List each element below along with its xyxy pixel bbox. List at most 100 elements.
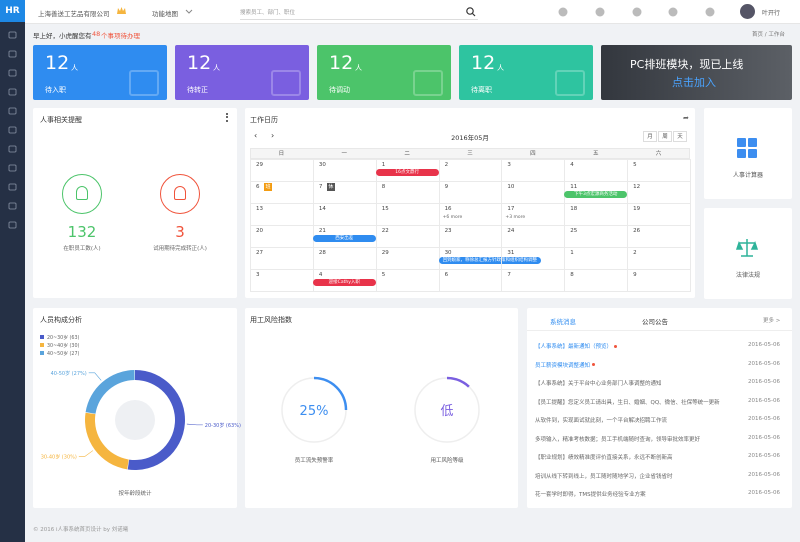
reminder-glyph bbox=[174, 186, 186, 200]
next-button[interactable]: › bbox=[271, 131, 275, 140]
gauge-arc bbox=[446, 376, 470, 388]
prev-button[interactable]: ‹ bbox=[254, 131, 258, 140]
message-title[interactable]: 员工薪资模块调整通知 bbox=[535, 362, 591, 369]
message-tab[interactable]: 公司公告 bbox=[642, 318, 668, 326]
sidebar bbox=[0, 0, 25, 542]
message-date: 2016-05-06 bbox=[748, 490, 780, 496]
greeting-count[interactable]: 48 bbox=[92, 30, 101, 38]
day-number: 3 bbox=[507, 162, 511, 168]
banner-action[interactable]: 点击加入 bbox=[672, 76, 716, 89]
day-number: 26 bbox=[633, 228, 641, 234]
stat-card[interactable] bbox=[33, 45, 167, 100]
view-button[interactable]: 周 bbox=[658, 131, 672, 142]
message-tab[interactable]: 系统消息 bbox=[543, 316, 583, 331]
calendar-event[interactable]: 回到娘家，称徐总汇报方针政策和组织结构调整 bbox=[438, 257, 542, 264]
tab-divider bbox=[527, 330, 792, 331]
day-cell[interactable] bbox=[627, 269, 691, 292]
reminder-label: 在职员工数(人) bbox=[63, 246, 101, 252]
nav-icon bbox=[8, 107, 17, 115]
calendar-month: 2016年05月 bbox=[451, 134, 489, 142]
nav-icon bbox=[8, 221, 17, 229]
logo[interactable]: HR bbox=[0, 0, 25, 22]
toolbar-icon bbox=[705, 7, 715, 17]
nav-icon bbox=[8, 88, 17, 96]
reminder-value[interactable]: 132 bbox=[67, 223, 97, 241]
reminder-icon[interactable] bbox=[62, 174, 102, 214]
weekday: 三 bbox=[467, 151, 473, 157]
message-title[interactable]: 花一套学时即得，TMS提供业务经验专业方案 bbox=[535, 492, 646, 498]
message-title[interactable]: 【员工提醒】您定义员工请出具，生日、婚姻、QQ、微信、社保等统一更新 bbox=[535, 399, 720, 406]
day-cell[interactable] bbox=[564, 247, 629, 270]
donut-segment bbox=[127, 370, 185, 470]
share-icon[interactable]: ➦ bbox=[683, 114, 689, 122]
message-title[interactable]: 培训从线下转到线上，员工随时随地学习，企业省钱省时 bbox=[535, 473, 673, 480]
toolbar-icon bbox=[668, 7, 678, 17]
day-number: 17 bbox=[507, 206, 515, 212]
calendar-event[interactable]: 下午3点宏源商务活动 bbox=[564, 191, 628, 198]
banner-title: PC排班模块，现已上线 bbox=[630, 58, 744, 71]
message-title[interactable]: 多项输入，精准考核数据；员工手机端随时查询，领导审批效率更好 bbox=[535, 436, 701, 443]
more-link[interactable]: +6 more bbox=[442, 215, 463, 220]
day-number: 23 bbox=[444, 228, 452, 234]
calendar-event[interactable]: 迎接Cathy入职 bbox=[312, 279, 376, 286]
reminder-icon[interactable] bbox=[160, 174, 200, 214]
menu-caret bbox=[185, 9, 193, 14]
user-name[interactable]: 叶开行 bbox=[762, 10, 781, 17]
day-cell[interactable] bbox=[627, 247, 691, 270]
topbar-icons bbox=[558, 7, 715, 17]
day-cell[interactable] bbox=[375, 181, 440, 204]
banner[interactable] bbox=[601, 45, 792, 100]
stat-icon bbox=[555, 70, 585, 96]
day-cell[interactable] bbox=[375, 269, 440, 292]
search-box[interactable]: 搜索员工、部门、职位 bbox=[240, 8, 478, 20]
unread-dot bbox=[592, 363, 595, 366]
nav-icon bbox=[8, 50, 17, 58]
message-date: 2016-05-06 bbox=[748, 416, 780, 422]
stat-value: 12 bbox=[329, 52, 354, 74]
menu[interactable]: 功能地图 bbox=[152, 10, 178, 18]
stat-card[interactable] bbox=[175, 45, 309, 100]
stat-icon bbox=[129, 70, 159, 96]
company[interactable]: 上海善送工艺品有限公司 bbox=[38, 10, 110, 18]
risk-card bbox=[245, 308, 518, 508]
gauge: 低 bbox=[414, 376, 480, 443]
nav-icon bbox=[8, 164, 17, 172]
segment-label: 20-30岁 (63%) bbox=[205, 422, 241, 429]
tool-card[interactable] bbox=[704, 208, 792, 299]
message-title[interactable]: 【人事系统】最新通知（预览） bbox=[535, 344, 613, 350]
stat-card[interactable] bbox=[459, 45, 593, 100]
stat-label: 待离职 bbox=[471, 86, 492, 94]
day-cell[interactable] bbox=[438, 269, 503, 292]
more-link[interactable]: +3 more bbox=[505, 215, 526, 220]
day-cell[interactable] bbox=[312, 181, 377, 204]
message-title[interactable]: 【职业规划】绩效精准度评价直接关系，永远不断创新高 bbox=[535, 455, 673, 461]
avatar[interactable] bbox=[740, 4, 755, 19]
nav-icon bbox=[8, 69, 17, 77]
calendar-event[interactable]: 16点文鼎行 bbox=[375, 169, 439, 176]
greeting-suffix[interactable]: 个事项待办理 bbox=[101, 32, 140, 40]
reminder-value[interactable]: 3 bbox=[175, 223, 185, 241]
tool-icon bbox=[737, 138, 757, 158]
gauge-caption: 用工风险等级 bbox=[430, 458, 464, 464]
weekday: 六 bbox=[655, 151, 662, 157]
day-number: 8 bbox=[381, 184, 386, 190]
donut-segment bbox=[84, 412, 129, 470]
stat-card[interactable] bbox=[317, 45, 451, 100]
message-title[interactable]: 从软件到，实现面试就此刻，一个平台解决招聘工作流 bbox=[535, 418, 668, 424]
more-menu[interactable] bbox=[226, 113, 229, 122]
message-date: 2016-05-06 bbox=[748, 342, 780, 348]
day-number: 9 bbox=[633, 272, 637, 278]
view-button[interactable]: 天 bbox=[673, 131, 687, 142]
view-button[interactable]: 月 bbox=[643, 131, 657, 142]
more-link[interactable]: 更多 > bbox=[763, 318, 781, 324]
day-cell[interactable] bbox=[438, 181, 503, 204]
day-number: 21 bbox=[318, 228, 326, 234]
day-number: 3 bbox=[256, 272, 260, 278]
weekday: 二 bbox=[404, 151, 410, 157]
message-title[interactable]: 【人事系统】关于平台中心业务部门人事调整的通知 bbox=[535, 381, 662, 387]
message-date: 2016-05-06 bbox=[748, 434, 780, 441]
search-icon[interactable] bbox=[466, 7, 476, 17]
day-cell[interactable] bbox=[438, 159, 503, 182]
calendar-event[interactable]: 西安出差 bbox=[312, 235, 376, 242]
gauge-label: 低 bbox=[440, 404, 453, 419]
